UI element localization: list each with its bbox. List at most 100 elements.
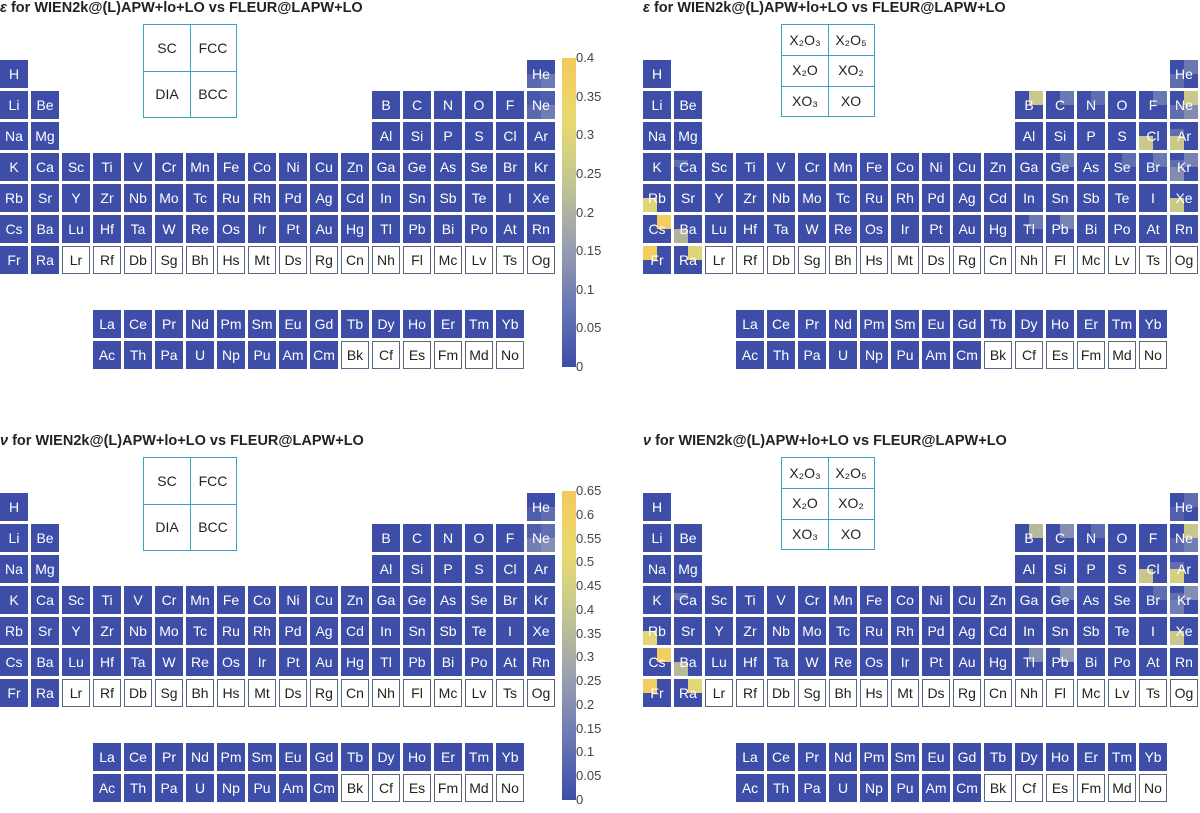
element-cell-Mg: Mg [31,122,59,150]
element-cell-Es: Es [403,341,431,369]
element-cell-Hs: Hs [860,679,888,707]
element-cell-U: U [829,341,857,369]
colorbar-tick-label: 0 [576,792,584,807]
colorbar-tick-label: 0.4 [576,50,595,65]
element-cell-Hf: Hf [736,648,764,676]
element-cell-Lu: Lu [62,215,90,243]
element-cell-Ca: Ca [31,586,59,614]
element-cell-Te: Te [465,617,493,645]
element-cell-Db: Db [767,246,795,274]
element-cell-Si: Si [403,555,431,583]
element-cell-Mc: Mc [1077,679,1105,707]
element-cell-Fm: Fm [1077,774,1105,802]
element-cell-Cn: Cn [984,679,1012,707]
element-cell-Dy: Dy [372,310,400,338]
element-cell-Ne: Ne [1170,524,1198,552]
cell-subvalue [1029,648,1043,662]
element-cell-Pt: Pt [922,648,950,676]
element-cell-Pt: Pt [279,648,307,676]
element-cell-W: W [155,648,183,676]
cell-subvalue [541,91,555,105]
element-symbol: Ra [679,252,697,268]
element-cell-Ac: Ac [93,341,121,369]
element-cell-Mo: Mo [155,617,183,645]
element-cell-Ni: Ni [279,586,307,614]
element-cell-Hf: Hf [736,215,764,243]
element-cell-Tb: Tb [341,743,369,771]
element-cell-Ta: Ta [124,648,152,676]
element-cell-F: F [496,524,524,552]
element-cell-Sb: Sb [434,617,462,645]
cell-subvalue [1060,648,1074,662]
element-cell-Sb: Sb [1077,617,1105,645]
panel-title: ε for WIEN2k@(L)APW+lo+LO vs FLEUR@LAPW+… [0,0,363,16]
element-cell-Hg: Hg [341,215,369,243]
cell-subvalue [643,631,657,645]
element-cell-Cn: Cn [984,246,1012,274]
element-cell-Pm: Pm [217,743,245,771]
element-cell-Th: Th [767,774,795,802]
element-cell-Ts: Ts [496,246,524,274]
element-cell-W: W [798,648,826,676]
element-cell-Sm: Sm [248,743,276,771]
element-cell-Ge: Ge [1046,153,1074,181]
legend-label: XO₂ [838,495,864,512]
element-cell-Ba: Ba [31,648,59,676]
element-cell-Tl: Tl [1015,215,1043,243]
element-cell-Nd: Nd [829,310,857,338]
element-cell-Fr: Fr [643,679,671,707]
element-cell-Au: Au [310,648,338,676]
element-cell-O: O [1108,524,1136,552]
element-cell-Fr: Fr [643,246,671,274]
element-cell-Rf: Rf [736,246,764,274]
element-cell-Ag: Ag [310,184,338,212]
element-cell-As: As [1077,153,1105,181]
element-cell-Er: Er [434,743,462,771]
element-symbol: Se [1113,159,1131,175]
element-cell-Rg: Rg [953,679,981,707]
cell-subvalue [1170,136,1184,150]
element-cell-Mn: Mn [829,153,857,181]
element-cell-B: B [372,524,400,552]
element-cell-Tc: Tc [829,617,857,645]
element-cell-Rf: Rf [93,679,121,707]
colorbar-tick-label: 0.35 [576,88,602,104]
element-cell-Ba: Ba [31,215,59,243]
colorbar-tick-label: 0.05 [576,768,602,784]
cell-subvalue [1170,600,1184,614]
element-symbol: Rb [648,623,666,639]
element-cell-Ra: Ra [674,246,702,274]
element-cell-Tc: Tc [829,184,857,212]
element-cell-Ta: Ta [767,648,795,676]
element-cell-Ca: Ca [674,153,702,181]
title-text: for WIEN2k@(L)APW+lo+LO vs FLEUR@LAPW+LO [649,0,1006,16]
element-cell-Al: Al [1015,555,1043,583]
element-cell-Md: Md [1108,774,1136,802]
element-cell-Mg: Mg [674,555,702,583]
element-cell-W: W [155,215,183,243]
element-cell-Ta: Ta [124,215,152,243]
element-cell-Br: Br [1139,153,1167,181]
element-cell-Cr: Cr [798,586,826,614]
element-cell-Nd: Nd [186,743,214,771]
element-cell-Mo: Mo [155,184,183,212]
element-cell-Lu: Lu [62,648,90,676]
element-cell-Mn: Mn [186,153,214,181]
element-cell-Tb: Tb [984,310,1012,338]
element-cell-Ds: Ds [279,679,307,707]
cell-subvalue [541,538,555,552]
colorbar-tick-label: 0.6 [576,506,595,522]
element-cell-I: I [1139,184,1167,212]
element-cell-Bk: Bk [341,774,369,802]
element-cell-F: F [496,91,524,119]
element-symbol: Ne [1175,530,1193,546]
element-cell-No: No [1139,774,1167,802]
element-cell-Mt: Mt [248,679,276,707]
element-cell-Os: Os [860,648,888,676]
element-cell-Gd: Gd [953,743,981,771]
element-cell-Tm: Tm [1108,743,1136,771]
legend-label: XO₃ [792,92,818,109]
element-cell-Cf: Cf [372,774,400,802]
element-symbol: Ca [679,592,697,608]
element-cell-Kr: Kr [527,153,555,181]
